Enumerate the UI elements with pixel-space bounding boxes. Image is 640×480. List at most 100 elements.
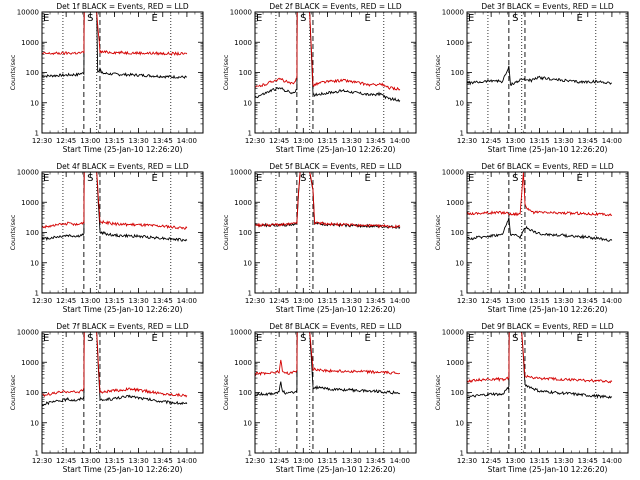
y-tick-label: 1 bbox=[248, 130, 252, 138]
panel-6: Det 6f BLACK = Events, RED = LLD Counts/s… bbox=[434, 162, 629, 314]
plot-frame bbox=[466, 11, 629, 134]
y-tick-label: 10 bbox=[243, 419, 252, 427]
x-tick-label: 14:00 bbox=[177, 137, 197, 145]
end-marker-label: E bbox=[577, 333, 583, 344]
x-tick-label: 12:30 bbox=[32, 297, 52, 305]
panel-title: Det 9f BLACK = Events, RED = LLD bbox=[481, 322, 614, 331]
y-tick-label: 1 bbox=[248, 290, 252, 298]
y-axis-label: Counts/sec bbox=[222, 54, 230, 90]
x-tick-label: 12:45 bbox=[269, 297, 289, 305]
x-tick-label: 14:00 bbox=[390, 137, 410, 145]
series-line-events bbox=[466, 65, 613, 87]
panel-5: Det 5f BLACK = Events, RED = LLD Counts/s… bbox=[222, 162, 417, 314]
y-tick-label: 10000 bbox=[17, 329, 39, 337]
series-line-events bbox=[41, 171, 188, 242]
left-marker-label: E bbox=[468, 333, 474, 344]
panel-9: Det 9f BLACK = Events, RED = LLD Counts/s… bbox=[434, 322, 629, 474]
x-tick-label: 13:00 bbox=[293, 297, 313, 305]
series-line-lld bbox=[41, 11, 188, 57]
start-marker-label: S bbox=[512, 13, 518, 24]
series-line-lld bbox=[41, 171, 188, 230]
x-axis-label: Start Time (25-Jan-10 12:26:20) bbox=[63, 145, 183, 154]
series-line-events bbox=[254, 331, 401, 397]
y-tick-label: 10000 bbox=[442, 169, 464, 177]
y-tick-label: 1 bbox=[35, 450, 39, 458]
series-line-events bbox=[466, 331, 613, 399]
x-tick-label: 13:45 bbox=[578, 137, 598, 145]
y-tick-label: 1 bbox=[460, 290, 464, 298]
y-tick-label: 10 bbox=[243, 99, 252, 107]
start-marker-label: S bbox=[512, 173, 518, 184]
x-tick-label: 13:15 bbox=[104, 457, 124, 465]
x-axis-label: Start Time (25-Jan-10 12:26:20) bbox=[488, 145, 608, 154]
x-tick-label: 13:15 bbox=[529, 137, 549, 145]
y-tick-label: 1000 bbox=[446, 39, 464, 47]
y-tick-label: 1000 bbox=[234, 359, 252, 367]
left-marker-label: E bbox=[468, 13, 474, 24]
y-tick-label: 10000 bbox=[442, 9, 464, 17]
series-line-lld bbox=[41, 331, 188, 398]
x-tick-label: 14:00 bbox=[390, 457, 410, 465]
start-marker-label: S bbox=[300, 13, 306, 24]
y-tick-label: 100 bbox=[451, 229, 464, 237]
y-tick-label: 10 bbox=[30, 99, 39, 107]
series-line-lld bbox=[466, 331, 613, 384]
y-axis-label: Counts/sec bbox=[9, 374, 17, 410]
y-tick-label: 100 bbox=[451, 389, 464, 397]
x-tick-label: 12:30 bbox=[245, 137, 265, 145]
x-tick-label: 12:45 bbox=[481, 137, 501, 145]
y-axis-label: Counts/sec bbox=[434, 54, 442, 90]
left-marker-label: E bbox=[468, 173, 474, 184]
x-tick-label: 13:00 bbox=[80, 297, 100, 305]
y-tick-label: 10000 bbox=[17, 9, 39, 17]
y-tick-label: 1000 bbox=[21, 199, 39, 207]
y-tick-label: 10 bbox=[243, 259, 252, 267]
x-tick-label: 13:30 bbox=[554, 457, 574, 465]
x-tick-label: 12:45 bbox=[481, 297, 501, 305]
x-tick-label: 14:00 bbox=[602, 297, 622, 305]
y-tick-label: 100 bbox=[239, 69, 252, 77]
y-tick-label: 100 bbox=[239, 229, 252, 237]
series-line-events bbox=[41, 331, 188, 407]
y-tick-label: 10 bbox=[455, 259, 464, 267]
x-tick-label: 13:00 bbox=[293, 137, 313, 145]
x-tick-label: 13:30 bbox=[342, 137, 362, 145]
start-marker-label: S bbox=[300, 333, 306, 344]
end-marker-label: E bbox=[152, 173, 158, 184]
series-line-events bbox=[466, 217, 613, 242]
y-axis-label: Counts/sec bbox=[434, 214, 442, 250]
x-axis-label: Start Time (25-Jan-10 12:26:20) bbox=[276, 305, 396, 314]
x-tick-label: 13:30 bbox=[129, 297, 149, 305]
y-tick-label: 10000 bbox=[442, 329, 464, 337]
y-tick-label: 1000 bbox=[234, 199, 252, 207]
y-tick-label: 10000 bbox=[17, 169, 39, 177]
series-line-lld bbox=[254, 11, 401, 91]
y-tick-label: 1000 bbox=[446, 359, 464, 367]
left-marker-label: E bbox=[43, 13, 49, 24]
x-tick-label: 12:30 bbox=[32, 137, 52, 145]
y-tick-label: 10 bbox=[455, 419, 464, 427]
x-tick-label: 12:45 bbox=[56, 137, 76, 145]
y-tick-label: 10000 bbox=[230, 169, 252, 177]
x-tick-label: 13:00 bbox=[505, 297, 525, 305]
y-tick-label: 100 bbox=[26, 389, 39, 397]
end-marker-label: E bbox=[577, 13, 583, 24]
y-tick-label: 10000 bbox=[230, 329, 252, 337]
x-tick-label: 13:45 bbox=[578, 297, 598, 305]
x-tick-label: 13:45 bbox=[366, 297, 386, 305]
start-marker-label: S bbox=[512, 333, 518, 344]
panel-title: Det 8f BLACK = Events, RED = LLD bbox=[269, 322, 402, 331]
panel-title: Det 3f BLACK = Events, RED = LLD bbox=[481, 2, 614, 11]
x-axis-label: Start Time (25-Jan-10 12:26:20) bbox=[63, 465, 183, 474]
x-axis-label: Start Time (25-Jan-10 12:26:20) bbox=[276, 465, 396, 474]
x-tick-label: 13:30 bbox=[554, 297, 574, 305]
end-marker-label: E bbox=[365, 333, 371, 344]
x-tick-label: 12:30 bbox=[245, 457, 265, 465]
x-tick-label: 13:30 bbox=[129, 457, 149, 465]
plot-frame bbox=[254, 171, 417, 294]
y-axis-label: Counts/sec bbox=[222, 374, 230, 410]
panel-title: Det 4f BLACK = Events, RED = LLD bbox=[56, 162, 189, 171]
x-tick-label: 13:00 bbox=[293, 457, 313, 465]
x-tick-label: 13:45 bbox=[153, 457, 173, 465]
